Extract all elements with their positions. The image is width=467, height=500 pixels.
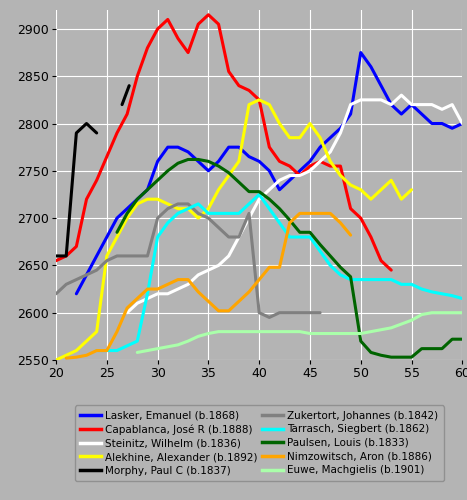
Legend: Lasker, Emanuel (b.1868), Capablanca, José R (b.1888), Steinitz, Wilhelm (b.1836: Lasker, Emanuel (b.1868), Capablanca, Jo… (75, 406, 444, 481)
